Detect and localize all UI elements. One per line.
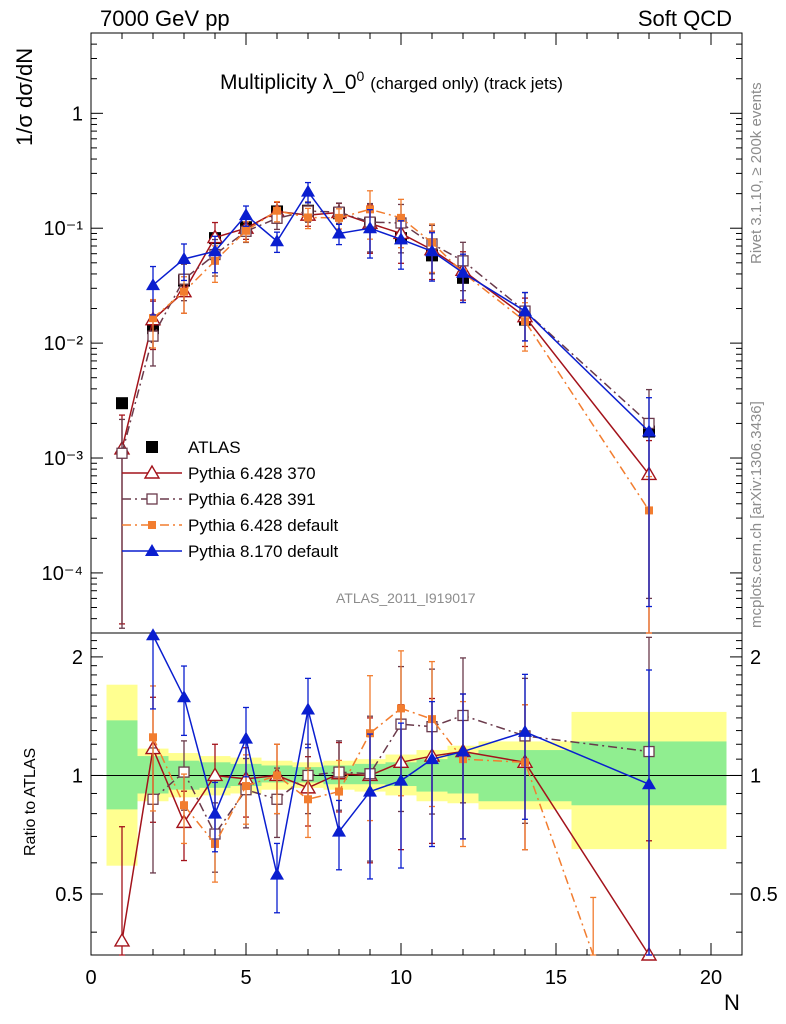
data-point: [206, 767, 224, 782]
ratio-panel-frame: [90, 632, 743, 956]
ratio-y-tick-label: 1: [72, 765, 83, 787]
chart-title-main: Multiplicity λ_0: [220, 71, 357, 94]
x-tick-label: 0: [85, 967, 96, 989]
series-p8: [146, 181, 656, 608]
y-tick-label: 10⁻¹: [44, 218, 84, 240]
data-point: [149, 733, 157, 742]
data-point: [180, 801, 188, 810]
x-tick-label: 20: [700, 967, 722, 989]
data-point: [366, 729, 374, 738]
rivet-version-label: Rivet 3.1.10, ≥ 200k events: [748, 82, 765, 264]
data-point: [335, 213, 343, 222]
series-line: [121, 210, 650, 475]
ratio-y-tick-label-right: 2: [750, 647, 761, 669]
series-p370: [113, 201, 658, 634]
data-point: [116, 397, 128, 410]
data-point: [242, 226, 250, 235]
data-point: [456, 744, 470, 757]
legend: ATLAS Pythia 6.428 370 Pythia 6.428 391 Pyt…: [122, 438, 339, 561]
legend-label: Pythia 6.428 default: [188, 516, 339, 535]
data-point: [518, 724, 532, 737]
data-point: [116, 447, 128, 459]
data-point: [239, 731, 253, 744]
series-line: [121, 210, 650, 454]
series-p391: [116, 201, 655, 629]
data-point: [177, 690, 191, 703]
data-point: [304, 795, 312, 804]
data-point: [180, 287, 188, 296]
data-point: [332, 226, 346, 239]
data-point: [146, 278, 160, 291]
data-point: [397, 213, 405, 222]
y-tick-label: 10⁻⁴: [42, 563, 83, 585]
y-axis-label-main: 1/σ dσ/dN: [12, 47, 37, 146]
chart-title-sup: 0: [356, 68, 365, 84]
data-point: [208, 806, 222, 819]
series-atlas: [116, 204, 655, 438]
data-point: [177, 251, 191, 264]
ratio-y-tick-label: 2: [72, 647, 83, 669]
legend-label: Pythia 6.428 391: [188, 490, 316, 509]
series-layer: [113, 181, 658, 961]
data-point: [642, 777, 656, 790]
legend-marker: [146, 441, 158, 453]
data-point: [273, 771, 281, 780]
x-tick-label: 5: [240, 967, 251, 989]
data-point: [149, 314, 157, 323]
data-point: [394, 232, 408, 245]
data-point: [242, 782, 250, 791]
ratio-y-tick-label-right: 0.5: [750, 884, 778, 906]
data-point: [425, 244, 439, 257]
legend-marker: [148, 521, 156, 529]
legend-label: Pythia 6.428 370: [188, 464, 316, 483]
data-point: [456, 265, 470, 278]
y-tick-label: 1: [72, 103, 83, 125]
x-tick-label: 10: [390, 967, 412, 989]
inner-band-bin: [106, 720, 138, 810]
data-point: [397, 704, 405, 713]
data-point: [425, 752, 439, 765]
legend-label: Pythia 8.170 default: [188, 542, 339, 561]
data-point: [208, 244, 222, 257]
data-point: [332, 824, 346, 837]
data-point: [270, 234, 284, 247]
data-point: [270, 867, 284, 880]
data-point: [304, 213, 312, 222]
legend-marker: [146, 493, 158, 505]
data-point: [363, 784, 377, 797]
data-point: [239, 208, 253, 221]
data-point: [301, 702, 315, 715]
data-point: [642, 424, 656, 437]
ratio-y-tick-label-right: 1: [750, 765, 761, 787]
legend-marker: [143, 464, 161, 479]
data-point: [394, 773, 408, 786]
legend-label: ATLAS: [188, 438, 241, 457]
analysis-label: ATLAS_2011_I919017: [336, 590, 476, 606]
chart-title-small: (charged only) (track jets): [370, 74, 563, 93]
data-point: [273, 206, 281, 215]
header-left-label: 7000 GeV pp: [100, 6, 230, 31]
chart-title: Multiplicity λ_00 (charged only) (track …: [220, 68, 563, 95]
legend-marker: [145, 544, 159, 556]
series-p8: [146, 628, 656, 956]
y-tick-label: 10⁻³: [44, 448, 84, 470]
x-axis-label: N: [724, 990, 740, 1015]
data-point: [363, 221, 377, 234]
data-point: [146, 628, 160, 641]
x-tick-label: 15: [545, 967, 567, 989]
data-point: [301, 184, 315, 197]
data-point: [113, 932, 131, 947]
data-point: [518, 304, 532, 317]
ratio-y-tick-label: 0.5: [55, 884, 83, 906]
header-right-label: Soft QCD: [637, 6, 732, 31]
y-axis-label-ratio: Ratio to ATLAS: [22, 747, 39, 856]
axes-frame: 0 5 10 15 20 1 10⁻¹ 10⁻² 10⁻³ 10⁻⁴ 0.5 0.5 1 1 2 2: [42, 32, 778, 989]
source-label: mcplots.cern.ch [arXiv:1306.3436]: [748, 401, 765, 628]
data-point: [335, 787, 343, 796]
y-tick-label: 10⁻²: [44, 333, 84, 355]
